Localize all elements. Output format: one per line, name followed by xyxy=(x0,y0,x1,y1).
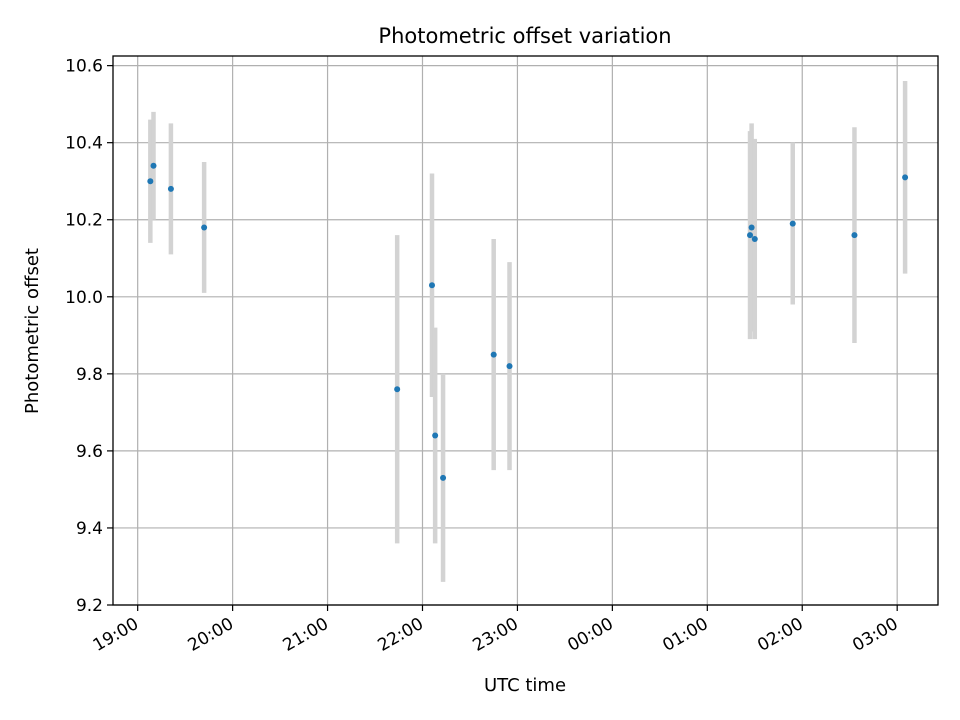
y-tick-label: 9.8 xyxy=(76,365,103,385)
plot-frame xyxy=(112,55,939,606)
data-point xyxy=(506,363,513,370)
data-point xyxy=(394,386,401,393)
chart-title: Photometric offset variation xyxy=(378,24,671,48)
data-point xyxy=(167,185,174,192)
grid xyxy=(113,56,938,606)
y-tick-label: 10.4 xyxy=(65,134,103,154)
data-points xyxy=(147,162,909,481)
data-point xyxy=(902,174,909,181)
y-tick-label: 9.6 xyxy=(76,442,103,462)
data-point xyxy=(851,232,858,239)
data-point xyxy=(789,220,796,227)
y-tick-label: 9.2 xyxy=(76,596,103,616)
data-point xyxy=(440,474,447,481)
y-tick-label: 10.6 xyxy=(65,57,103,77)
data-point xyxy=(747,232,754,239)
data-point xyxy=(428,282,435,289)
y-axis-label: Photometric offset xyxy=(22,248,43,414)
data-point xyxy=(748,224,755,231)
data-point xyxy=(490,351,497,358)
data-point xyxy=(150,162,157,169)
data-point xyxy=(147,178,154,185)
data-point xyxy=(751,236,758,242)
data-point xyxy=(432,432,439,439)
y-tick-label: 9.4 xyxy=(76,519,103,539)
y-axis-ticks: 9.2 9.4 9.6 9.8 10.0 10.2 10.4 10.6 xyxy=(65,57,113,616)
data-point xyxy=(201,224,208,231)
y-tick-label: 10.2 xyxy=(65,211,103,231)
x-axis-label: UTC time xyxy=(484,675,566,696)
y-tick-label: 10.0 xyxy=(65,288,103,308)
